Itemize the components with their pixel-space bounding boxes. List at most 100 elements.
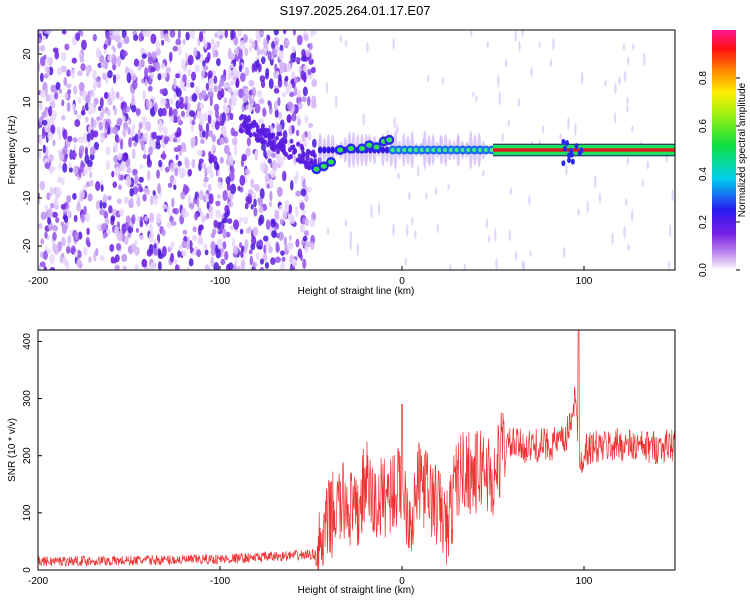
spectrogram-noise-blob: [264, 261, 270, 269]
spectrogram-noise-blob: [169, 244, 174, 250]
spectrogram-noise-blob: [281, 256, 286, 262]
spectrogram-noise-blob: [161, 39, 165, 46]
spectrogram-signal-blob: [305, 155, 310, 161]
spectrogram-noise-blob: [46, 57, 51, 65]
spectrogram-noise-blob: [187, 195, 192, 206]
spectrogram-signal-core: [337, 147, 344, 153]
spectrogram-noise-blob: [149, 212, 155, 223]
spectrogram-noise-blob: [228, 262, 234, 270]
spectrogram-noise-blob: [150, 73, 154, 79]
spectrogram-noise-blob: [177, 250, 181, 258]
spectrogram-faint-streak: [618, 76, 621, 86]
spectrogram-noise-blob: [208, 91, 214, 100]
spectrogram-noise-blob: [225, 106, 230, 114]
spectrogram-noise-blob: [211, 134, 216, 143]
spectrogram-noise-blob: [179, 101, 185, 110]
spectrogram-faint-streak: [577, 208, 580, 216]
spectrogram-noise-blob: [223, 97, 228, 104]
spectrogram-signal-blob: [317, 146, 323, 154]
spectrogram-noise-blob: [131, 104, 137, 113]
spectrogram-noise-blob: [61, 30, 67, 35]
spectrogram-noise-blob: [110, 86, 114, 97]
spectrogram-noise-blob: [47, 131, 54, 141]
spectrogram-noise-blob: [103, 43, 107, 50]
spectrogram-noise-blob: [187, 68, 192, 77]
spectrogram-noise-blob: [42, 35, 47, 41]
spectrogram-noise-blob: [100, 135, 105, 144]
spectrogram-noise-blob: [205, 212, 210, 220]
colorbar-tick-label: 0.0: [698, 263, 709, 277]
spectrogram-noise-blob: [132, 80, 138, 90]
spectrogram-noise-blob: [78, 81, 85, 92]
spectrogram-noise-blob: [293, 155, 297, 166]
spectrogram-noise-blob: [152, 141, 157, 151]
spectrogram-faint-streak: [339, 34, 343, 43]
spectrogram-noise-blob: [78, 136, 84, 144]
spectrogram-noise-blob: [179, 169, 185, 179]
spectrogram-signal-core: [413, 148, 419, 152]
spectrogram-noise-blob: [260, 56, 266, 65]
spectrogram-noise-blob: [38, 192, 41, 199]
spectrogram-noise-blob: [142, 30, 148, 38]
spectrogram-noise-blob: [71, 57, 78, 64]
spectrogram-noise-blob: [140, 58, 145, 68]
spectrogram-noise-blob: [298, 65, 302, 74]
spectrogram-noise-blob: [216, 58, 221, 67]
spectrogram-noise-blob: [213, 262, 220, 270]
spectrogram-noise-blob: [173, 147, 180, 153]
spectrogram-noise-blob: [225, 231, 231, 238]
spectrogram-signal-blob: [276, 131, 281, 137]
spectrogram-faint-streak: [427, 74, 430, 83]
spectrogram-noise-blob: [133, 58, 140, 67]
spectrogram-noise-blob: [175, 73, 181, 79]
spectrogram-noise-blob: [270, 152, 275, 158]
spectrogram-faint-streak: [626, 156, 629, 166]
spectrogram-noise-blob: [115, 243, 122, 251]
spectrogram-noise-blob: [179, 96, 184, 104]
spectrogram-noise-blob: [110, 34, 116, 41]
spectrogram-noise-blob: [177, 114, 181, 125]
spectrogram-noise-blob: [92, 33, 97, 42]
spectrogram-noise-blob: [89, 153, 95, 161]
spectrogram-noise-blob: [249, 255, 253, 266]
spectrogram-noise-blob: [44, 162, 50, 169]
spectrogram-noise-blob: [268, 101, 273, 110]
spectrogram-noise-blob: [204, 249, 209, 256]
spectrogram-noise-blob: [86, 227, 90, 236]
spectrogram-noise-blob: [245, 196, 251, 203]
spectrogram-noise-blob: [210, 247, 216, 256]
spectrogram-noise-blob: [100, 61, 107, 69]
spectrogram-noise-blob: [144, 215, 149, 222]
spectrogram-noise-blob: [244, 202, 249, 210]
spectrogram-noise-blob: [248, 103, 253, 113]
spectrogram-noise-blob: [300, 223, 306, 233]
spectrogram-noise-blob: [163, 33, 169, 42]
spectrogram-faint-streak: [463, 263, 466, 270]
spectrogram-noise-blob: [273, 30, 279, 36]
spectrogram-noise-blob: [116, 152, 122, 161]
spectrogram-noise-blob: [171, 132, 175, 140]
spectrogram-noise-blob: [147, 56, 154, 65]
spectrogram-noise-blob: [38, 61, 41, 73]
spectrogram-noise-blob: [41, 132, 46, 139]
spectrogram-signal-blob: [270, 146, 275, 152]
spectrogram-noise-blob: [141, 115, 148, 126]
spectrogram-noise-blob: [161, 246, 167, 257]
spectrogram-noise-blob: [39, 44, 46, 52]
spectrogram-noise-blob: [290, 78, 296, 85]
spectrogram-noise-blob: [65, 246, 71, 254]
spectrogram-noise-blob: [227, 87, 233, 93]
spectrogram-signal-blob: [570, 158, 575, 165]
spectrogram-noise-blob: [72, 103, 76, 113]
spectrogram-faint-streak: [538, 41, 541, 48]
spectrogram-noise-blob: [255, 252, 260, 261]
spectrogram-signal-blob: [266, 128, 271, 134]
spectrogram-noise-blob: [92, 80, 97, 92]
spectrogram-faint-streak: [623, 70, 627, 83]
spectrogram-signal-core: [386, 137, 393, 143]
spectrogram-faint-streak: [626, 105, 629, 114]
spectrogram-noise-blob: [38, 265, 41, 270]
spectrogram-noise-blob: [273, 88, 280, 94]
spectrogram-noise-blob: [146, 170, 151, 181]
